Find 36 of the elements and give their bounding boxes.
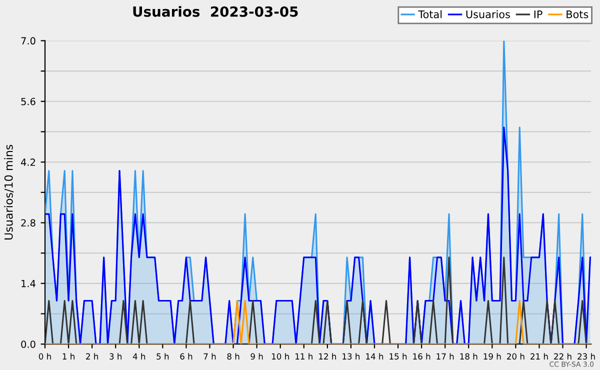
x-tick-label: 10 h	[272, 353, 289, 360]
x-tick-label: 18 h	[460, 353, 478, 360]
chart-title: Usuarios 2023-03-05	[133, 6, 298, 17]
x-tick-label: 14 h	[366, 353, 384, 360]
x-tick-label: 22 h	[554, 353, 572, 360]
legend-label: Usuarios	[466, 10, 510, 18]
legend-label: Bots	[566, 10, 588, 18]
x-tick-label: 2 h	[86, 353, 98, 360]
x-tick-label: 8 h	[227, 353, 240, 360]
x-tick-label: 13 h	[342, 353, 360, 360]
y-tick-label: 7.0	[21, 37, 36, 45]
x-tick-label: 5 h	[156, 353, 169, 360]
x-tick-label: 16 h	[413, 353, 430, 360]
x-tick-label: 19 h	[484, 353, 501, 360]
x-tick-label: 11 h	[296, 353, 312, 360]
y-tick-label: 0.0	[21, 340, 36, 348]
x-tick-label: 20 h	[507, 353, 524, 360]
y-axis-title: Usuarios/10 mins	[4, 144, 14, 240]
y-tick-label: 4.2	[20, 158, 35, 166]
x-tick-label: 23 h	[578, 353, 595, 360]
x-tick-label: 7 h	[204, 353, 216, 360]
x-tick-label: 17 h	[436, 353, 454, 360]
x-tick-label: 3 h	[110, 353, 122, 360]
x-tick-label: 4 h	[132, 353, 146, 360]
y-tick-label: 5.6	[21, 98, 36, 106]
legend-label: Total	[418, 10, 442, 18]
y-tick-label: 2.8	[21, 219, 36, 227]
x-tick-label: 12 h	[319, 353, 336, 360]
x-tick-label: 21 h	[530, 353, 548, 360]
legend-label: IP	[534, 10, 542, 18]
x-tick-label: 15 h	[390, 353, 407, 360]
x-tick-label: 1 h	[62, 353, 74, 360]
x-tick-label: 0 h	[38, 353, 51, 360]
x-tick-label: 6 h	[180, 353, 192, 360]
x-tick-label: 9 h	[250, 353, 263, 360]
y-tick-label: 1.4	[22, 280, 36, 288]
